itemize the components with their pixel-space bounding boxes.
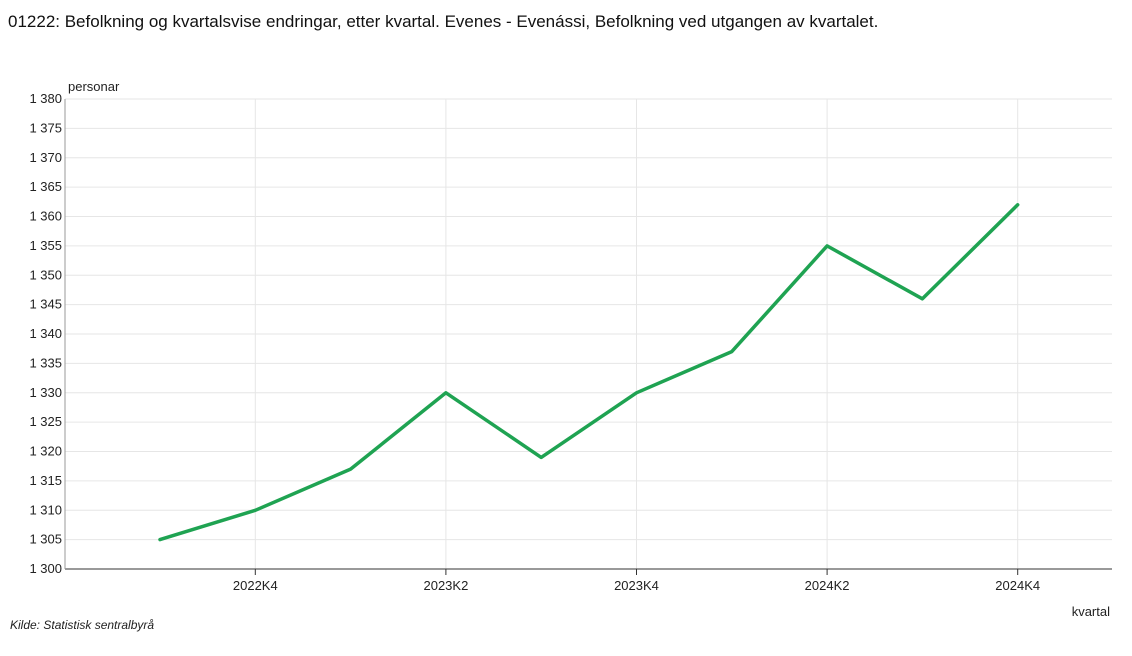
label-layer: 1 300 1 305 1 310 1 315 1 320 1 325 1 330 1 335… xyxy=(29,79,1110,619)
x-tick-label: 2024K4 xyxy=(995,578,1040,593)
series-line xyxy=(158,203,1020,542)
y-tick-label: 1 360 xyxy=(29,209,62,224)
source-note: Kilde: Statistisk sentralbyrå xyxy=(10,618,155,632)
y-tick-label: 1 315 xyxy=(29,473,62,488)
y-tick-label: 1 350 xyxy=(29,267,62,282)
x-tick-label: 2022K4 xyxy=(233,578,278,593)
x-tick-label: 2023K2 xyxy=(423,578,468,593)
y-tick-label: 1 340 xyxy=(29,326,62,341)
y-tick-label: 1 310 xyxy=(29,502,62,517)
axis-layer xyxy=(64,99,1112,575)
x-axis-title: kvartal xyxy=(1072,604,1110,619)
y-tick-label: 1 325 xyxy=(29,414,62,429)
y-tick-label: 1 345 xyxy=(29,297,62,312)
x-tick-label: 2024K2 xyxy=(805,578,850,593)
y-tick-label: 1 330 xyxy=(29,385,62,400)
y-tick-label: 1 365 xyxy=(29,179,62,194)
y-tick-label: 1 380 xyxy=(29,91,62,106)
y-tick-label: 1 370 xyxy=(29,150,62,165)
y-tick-label: 1 300 xyxy=(29,561,62,576)
chart-title: 01222: Befolkning og kvartalsvise endrin… xyxy=(8,12,879,31)
y-tick-label: 1 375 xyxy=(29,120,62,135)
y-tick-label: 1 320 xyxy=(29,444,62,459)
y-tick-label: 1 305 xyxy=(29,532,62,547)
y-axis-title: personar xyxy=(68,79,120,94)
x-tick-label: 2023K4 xyxy=(614,578,659,593)
series-layer xyxy=(158,203,1020,542)
y-tick-label: 1 335 xyxy=(29,355,62,370)
grid-layer xyxy=(65,98,1112,569)
y-tick-label: 1 355 xyxy=(29,238,62,253)
